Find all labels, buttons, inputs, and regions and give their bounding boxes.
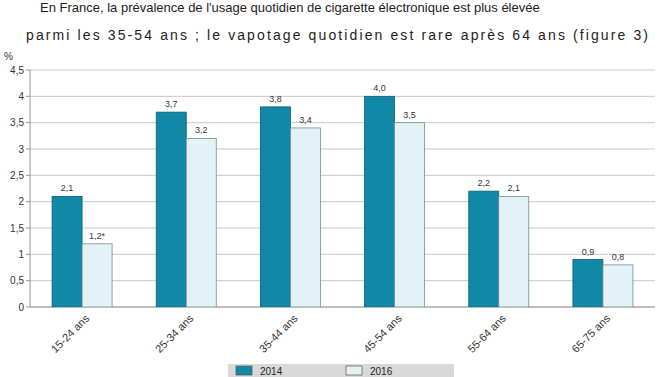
tick-mark	[26, 307, 30, 308]
bar	[186, 138, 216, 307]
grid-line	[30, 122, 655, 123]
grid-line	[30, 149, 655, 150]
y-tick-label: 2,5	[10, 170, 24, 181]
tick-mark	[26, 175, 30, 176]
x-tick-label: 45-54 ans	[361, 312, 404, 355]
y-axis-label: %	[4, 51, 13, 62]
tick-mark	[26, 70, 30, 71]
chart: En France, la prévalence de l'usage quot…	[0, 0, 661, 377]
y-tick-label: 1	[18, 249, 24, 260]
y-axis	[30, 70, 31, 307]
bar	[260, 107, 290, 307]
data-label: 3,5	[403, 110, 416, 120]
tick-mark	[26, 280, 30, 281]
data-label: 3,8	[269, 94, 282, 104]
x-tick-label: 55-64 ans	[465, 312, 508, 355]
legend: 2014 2016	[228, 364, 454, 377]
data-label: 2,1	[507, 183, 520, 193]
y-tick-label: 4,5	[10, 65, 24, 76]
data-labels: 2,1 3,7 3,8 4,0 2,2 0,9 1,2* 3,2 3,4 3,5 2,1 0,8	[61, 83, 624, 262]
tick-mark	[26, 96, 30, 97]
y-tick-label: 1,5	[10, 223, 24, 234]
annotation: parmi les 35-54 ans ; le vapotage quotid…	[26, 27, 648, 43]
bar	[365, 96, 395, 307]
bar	[395, 123, 425, 307]
x-tick-label: 25-34 ans	[153, 312, 196, 355]
annotation: En France, la prévalence de l'usage quot…	[40, 0, 540, 15]
bar	[290, 128, 320, 307]
tick-mark	[26, 201, 30, 202]
bars	[52, 96, 633, 307]
legend-swatch	[346, 366, 362, 375]
tick-mark	[26, 228, 30, 229]
bar	[156, 112, 186, 307]
tick-mark	[26, 149, 30, 150]
data-label: 2,1	[61, 183, 74, 193]
grid-line	[30, 96, 655, 97]
data-label: 3,2	[195, 125, 208, 135]
bar	[603, 265, 633, 307]
grid-line	[30, 175, 655, 176]
data-label: 0,8	[612, 252, 625, 262]
x-tick-label: 65-75 ans	[569, 312, 612, 355]
legend-label: 2016	[370, 366, 393, 377]
data-label: 0,9	[582, 247, 595, 257]
tick-mark	[26, 254, 30, 255]
x-tick-label: 15-24 ans	[48, 312, 91, 355]
data-label: 1,2*	[89, 231, 106, 241]
y-tick-label: 0	[18, 302, 24, 313]
data-label: 3,7	[165, 99, 178, 109]
y-tick-label: 3	[18, 144, 24, 155]
bar	[52, 196, 82, 307]
legend-background	[228, 364, 454, 377]
grid: 0 0,5 1 1,5 2 2,5 3 3,5 4 4,5	[10, 65, 655, 313]
bar	[82, 244, 112, 307]
y-tick-label: 4	[18, 91, 24, 102]
tick-mark	[26, 122, 30, 123]
x-axis	[30, 307, 655, 308]
grid-line	[30, 70, 655, 71]
legend-label: 2014	[260, 366, 283, 377]
y-tick-label: 0,5	[10, 275, 24, 286]
y-tick-label: 2	[18, 196, 24, 207]
grid-line	[30, 254, 655, 255]
grid-line	[30, 228, 655, 229]
data-label: 4,0	[373, 83, 386, 93]
y-tick-label: 3,5	[10, 117, 24, 128]
data-label: 3,4	[299, 115, 312, 125]
data-label: 2,2	[477, 178, 490, 188]
legend-swatch	[236, 366, 252, 375]
grid-line	[30, 201, 655, 202]
grid-line	[30, 280, 655, 281]
bar	[573, 260, 603, 307]
x-tick-label: 35-44 ans	[257, 312, 300, 355]
bar	[469, 191, 499, 307]
bar	[499, 196, 529, 307]
grid-line	[30, 307, 655, 308]
